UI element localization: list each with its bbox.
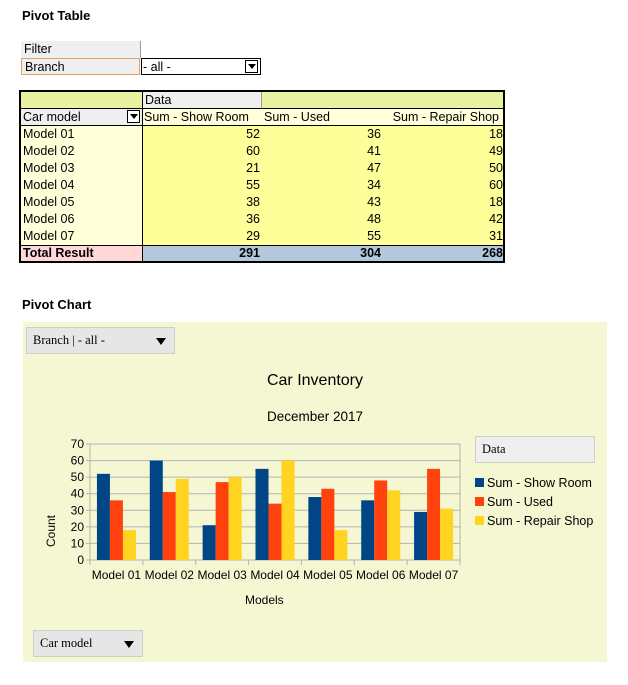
chevron-down-icon[interactable] (245, 60, 258, 73)
svg-text:Model 06: Model 06 (356, 568, 406, 582)
total-repair-shop: 268 (383, 245, 503, 261)
cell-value: 60 (246, 144, 260, 158)
cell-value: 43 (367, 195, 381, 209)
total-result-label: Total Result (21, 245, 143, 261)
svg-text:0: 0 (77, 553, 84, 567)
divider (140, 41, 141, 58)
svg-text:Model 04: Model 04 (250, 568, 300, 582)
svg-text:30: 30 (71, 503, 85, 517)
pivot-chart-heading: Pivot Chart (22, 297, 92, 312)
data-area (143, 126, 503, 245)
row-label: Model 04 (23, 178, 75, 192)
svg-text:Model 05: Model 05 (303, 568, 353, 582)
cell-value: 60 (489, 178, 503, 192)
column-header-used: Sum - Used (263, 109, 383, 126)
svg-text:Model 03: Model 03 (197, 568, 247, 582)
chevron-down-icon (156, 338, 166, 345)
cell-value: 18 (489, 127, 503, 141)
chevron-down-icon[interactable] (127, 110, 140, 123)
column-header-show-room: Sum - Show Room (143, 109, 263, 126)
svg-text:40: 40 (71, 487, 85, 501)
svg-text:Model 02: Model 02 (145, 568, 195, 582)
cell-value: 55 (246, 178, 260, 192)
branch-filter-label: Branch (21, 58, 140, 75)
legend: Sum - Show Room Sum - Used Sum - Repair … (475, 474, 593, 531)
branch-filter-dropdown[interactable]: - all - (141, 58, 261, 75)
column-header-repair-shop: Sum - Repair Shop (383, 109, 503, 126)
total-show-room: 291 (143, 245, 262, 261)
cell-value: 36 (367, 127, 381, 141)
header-fill (262, 92, 503, 109)
cell-value: 55 (367, 229, 381, 243)
legend-swatch-icon (475, 478, 484, 487)
pivot-chart[interactable]: Branch | - all - Car Inventory December … (23, 322, 607, 662)
chevron-down-icon (124, 641, 134, 648)
svg-text:10: 10 (71, 536, 85, 550)
cell-value: 41 (367, 144, 381, 158)
legend-label: Sum - Show Room (487, 476, 592, 490)
bars (96, 460, 454, 560)
svg-text:50: 50 (71, 470, 85, 484)
table-body: Model 01 Model 02 Model 03 Model 04 Mode… (21, 126, 503, 245)
row-label: Model 03 (23, 161, 75, 175)
pivot-table-heading: Pivot Table (22, 8, 91, 23)
svg-text:60: 60 (71, 454, 85, 468)
row-field-label: Car model (23, 110, 81, 124)
branch-page-field-label: Branch | - all - (33, 333, 105, 347)
cell-value: 50 (489, 161, 503, 175)
legend-item: Sum - Repair Shop (475, 512, 593, 531)
svg-text:Model 01: Model 01 (92, 568, 142, 582)
cell-value: 42 (489, 212, 503, 226)
chart-subtitle: December 2017 (266, 409, 364, 424)
legend-item: Sum - Used (475, 493, 593, 512)
row-header-column (21, 126, 143, 245)
chart-title: Car Inventory (266, 372, 364, 389)
table-corner (21, 92, 143, 109)
row-label: Model 07 (23, 229, 75, 243)
row-label: Model 05 (23, 195, 75, 209)
row-label: Model 06 (23, 212, 75, 226)
legend-data-field-button[interactable]: Data (475, 436, 595, 463)
car-model-row-field-button[interactable]: Car model (33, 630, 143, 657)
cell-value: 36 (246, 212, 260, 226)
legend-label: Sum - Used (487, 495, 553, 509)
cell-value: 52 (246, 127, 260, 141)
cell-value: 18 (489, 195, 503, 209)
car-model-row-field-label: Car model (40, 636, 93, 650)
row-label: Model 01 (23, 127, 75, 141)
data-field-label: Data (143, 92, 262, 109)
cell-value: 38 (246, 195, 260, 209)
cell-value: 21 (246, 161, 260, 175)
cell-value: 48 (367, 212, 381, 226)
pivot-table: Data Car model Sum - Show Room Sum - Use… (19, 90, 505, 263)
x-axis-label: Models (245, 593, 284, 607)
cell-value: 49 (489, 144, 503, 158)
legend-label: Sum - Repair Shop (487, 514, 594, 528)
svg-text:70: 70 (71, 437, 85, 451)
cell-value: 31 (489, 229, 503, 243)
y-axis-label: Count (44, 514, 58, 548)
cell-value: 47 (367, 161, 381, 175)
row-label: Model 02 (23, 144, 75, 158)
svg-text:20: 20 (71, 520, 85, 534)
legend-swatch-icon (475, 497, 484, 506)
legend-item: Sum - Show Room (475, 474, 593, 493)
total-used: 304 (262, 245, 383, 261)
filter-label: Filter (21, 41, 140, 58)
cell-value: 29 (246, 229, 260, 243)
svg-text:Model 07: Model 07 (409, 568, 459, 582)
cell-value: 34 (367, 178, 381, 192)
legend-swatch-icon (475, 516, 484, 525)
y-axis-label-wrap: Count (41, 515, 61, 547)
row-field-button[interactable]: Car model (21, 109, 143, 126)
branch-page-field-button[interactable]: Branch | - all - (26, 327, 175, 354)
branch-filter-value: - all - (143, 60, 171, 74)
